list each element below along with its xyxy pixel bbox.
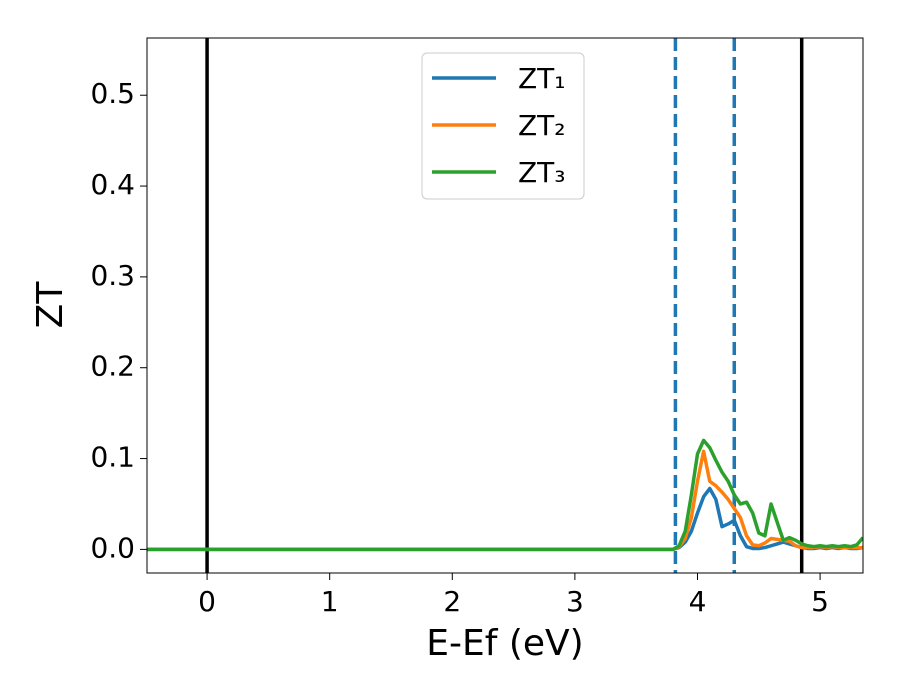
legend-box [421, 52, 585, 200]
y-tick-label: 0.2 [90, 350, 135, 383]
y-tick-label: 0.5 [90, 77, 135, 110]
y-tick-label: 0.1 [90, 441, 135, 474]
plot-frame [146, 37, 864, 574]
legend-label: ZT₂ [518, 109, 566, 142]
y-tick-label: 0.3 [90, 259, 135, 292]
x-axis-label: E-Ef (eV) [426, 623, 583, 664]
legend-label: ZT₃ [518, 156, 566, 189]
x-tick-label: 1 [321, 585, 339, 618]
x-tick-label: 3 [566, 585, 584, 618]
x-tick-label: 5 [811, 585, 829, 618]
x-tick-label: 4 [689, 585, 707, 618]
data-line [147, 438, 863, 552]
x-tick-label: 0 [198, 585, 216, 618]
y-axis-label: ZT [30, 281, 71, 329]
legend-label: ZT₁ [518, 62, 566, 95]
y-tick-label: 0.0 [90, 531, 135, 564]
x-tick-label: 2 [443, 585, 461, 618]
y-tick-label: 0.4 [90, 168, 135, 201]
